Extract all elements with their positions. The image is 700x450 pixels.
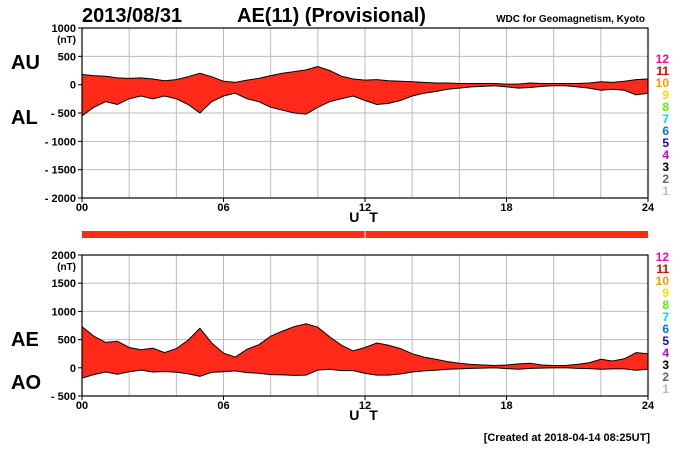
- legend-item-2: 2: [662, 370, 669, 384]
- data-source: WDC for Geomagnetism, Kyoto: [496, 14, 645, 25]
- legend-item-3: 3: [662, 358, 669, 372]
- grid: [81, 254, 649, 397]
- series-line-au: [81, 65, 649, 85]
- y-unit-label: (nT): [57, 262, 76, 273]
- series-label-ao: AO: [11, 372, 41, 394]
- legend-item-7: 7: [662, 112, 669, 126]
- plot-date: 2013/08/31: [82, 5, 182, 27]
- y-tick-label: 2000: [52, 250, 76, 262]
- legend-item-6: 6: [662, 124, 669, 138]
- x-axis-label: U T: [349, 407, 381, 423]
- y-tick-label: 1500: [52, 278, 76, 290]
- y-tick-label: - 500: [51, 108, 76, 120]
- y-tick-label: 500: [58, 51, 76, 63]
- legend-item-9: 9: [662, 286, 669, 300]
- series-label-ae: AE: [11, 329, 39, 351]
- y-tick-label: - 500: [51, 391, 76, 403]
- legend-item-6: 6: [662, 322, 669, 336]
- x-tick-label: 00: [76, 400, 88, 412]
- index-area: [82, 323, 648, 379]
- x-tick-label: 06: [217, 202, 229, 214]
- legend-item-1: 1: [662, 382, 669, 396]
- legend-item-2: 2: [662, 172, 669, 186]
- x-tick-label: 12: [359, 400, 371, 412]
- legend-item-5: 5: [662, 136, 669, 150]
- x-tick-label: 06: [217, 400, 229, 412]
- y-tick-label: 1000: [52, 23, 76, 35]
- y-unit-label: (nT): [57, 35, 76, 46]
- x-tick-label: 24: [642, 202, 655, 214]
- legend-item-10: 10: [656, 76, 670, 90]
- legend-item-8: 8: [662, 298, 669, 312]
- x-axis-label: U T: [349, 209, 381, 225]
- legend-item-11: 11: [656, 262, 669, 276]
- legend-item-7: 7: [662, 310, 669, 324]
- legend-item-4: 4: [662, 148, 669, 162]
- grid: [81, 27, 649, 199]
- legend-item-4: 4: [662, 346, 669, 360]
- legend-item-3: 3: [662, 160, 669, 174]
- data-coverage-bar: [82, 231, 648, 238]
- x-tick-label: 12: [359, 202, 371, 214]
- legend-item-11: 11: [656, 64, 669, 78]
- series-label-al: AL: [11, 107, 38, 129]
- panel-au-al: 1000 500 0 - 500 - 1000 - 1500 - 2000 (nT) 00 06 1…: [11, 23, 669, 225]
- series-line-ao: [81, 367, 649, 379]
- y-tick-label: - 2000: [45, 193, 76, 205]
- y-tick-label: - 1000: [45, 136, 76, 148]
- index-area: [82, 66, 648, 116]
- created-timestamp: [Created at 2018-04-14 08:25UT]: [484, 432, 651, 444]
- series-line-al: [81, 85, 649, 117]
- y-tick-label: 0: [70, 80, 76, 92]
- series-line-ae: [81, 323, 649, 367]
- y-tick-label: 1000: [52, 306, 76, 318]
- y-tick-label: 0: [70, 363, 76, 375]
- legend-item-12: 12: [656, 52, 670, 66]
- x-tick-label: 24: [642, 400, 655, 412]
- legend-item-5: 5: [662, 334, 669, 348]
- legend-item-10: 10: [656, 274, 670, 288]
- y-tick-label: - 1500: [45, 165, 76, 177]
- legend-item-9: 9: [662, 88, 669, 102]
- x-tick-label: 18: [500, 400, 512, 412]
- y-tick-label: 500: [58, 335, 76, 347]
- plot-title: AE(11) (Provisional): [237, 5, 426, 27]
- legend-item-8: 8: [662, 100, 669, 114]
- legend-item-1: 1: [662, 184, 669, 198]
- x-tick-label: 18: [500, 202, 512, 214]
- legend-item-12: 12: [656, 250, 670, 264]
- series-label-au: AU: [11, 52, 40, 74]
- x-tick-label: 00: [76, 202, 88, 214]
